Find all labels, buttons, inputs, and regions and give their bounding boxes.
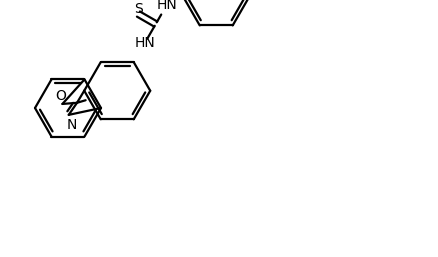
Text: S: S <box>134 2 142 16</box>
Text: HN: HN <box>134 36 155 50</box>
Text: HN: HN <box>156 0 177 12</box>
Text: O: O <box>55 89 66 103</box>
Text: N: N <box>67 118 77 132</box>
